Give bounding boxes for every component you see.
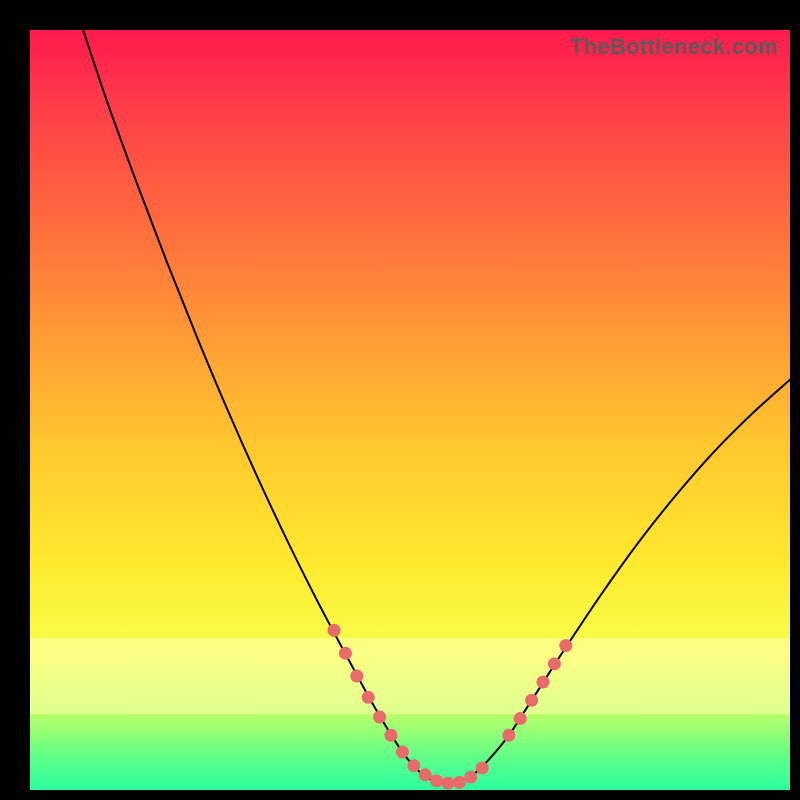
marker-dot	[476, 761, 489, 774]
marker-dot	[373, 711, 386, 724]
marker-dot	[502, 729, 515, 742]
marker-dot	[537, 676, 550, 689]
marker-dot	[548, 657, 561, 670]
watermark-text: TheBottleneck.com	[570, 34, 778, 60]
pale-band	[30, 638, 790, 714]
marker-dot	[525, 694, 538, 707]
marker-dot	[350, 670, 363, 683]
marker-dot	[362, 691, 375, 704]
marker-dot	[464, 771, 477, 784]
marker-dot	[396, 746, 409, 759]
marker-dot	[407, 759, 420, 772]
chart-svg	[30, 30, 790, 790]
marker-dot	[453, 776, 466, 789]
marker-dot	[559, 639, 572, 652]
marker-dot	[514, 712, 527, 725]
marker-dot	[339, 647, 352, 660]
marker-dot	[385, 729, 398, 742]
outer-frame: TheBottleneck.com	[0, 0, 800, 800]
marker-dot	[419, 768, 432, 781]
marker-dot	[430, 774, 443, 787]
marker-dot	[328, 624, 341, 637]
marker-dot	[442, 777, 455, 790]
plot-area: TheBottleneck.com	[30, 30, 790, 790]
